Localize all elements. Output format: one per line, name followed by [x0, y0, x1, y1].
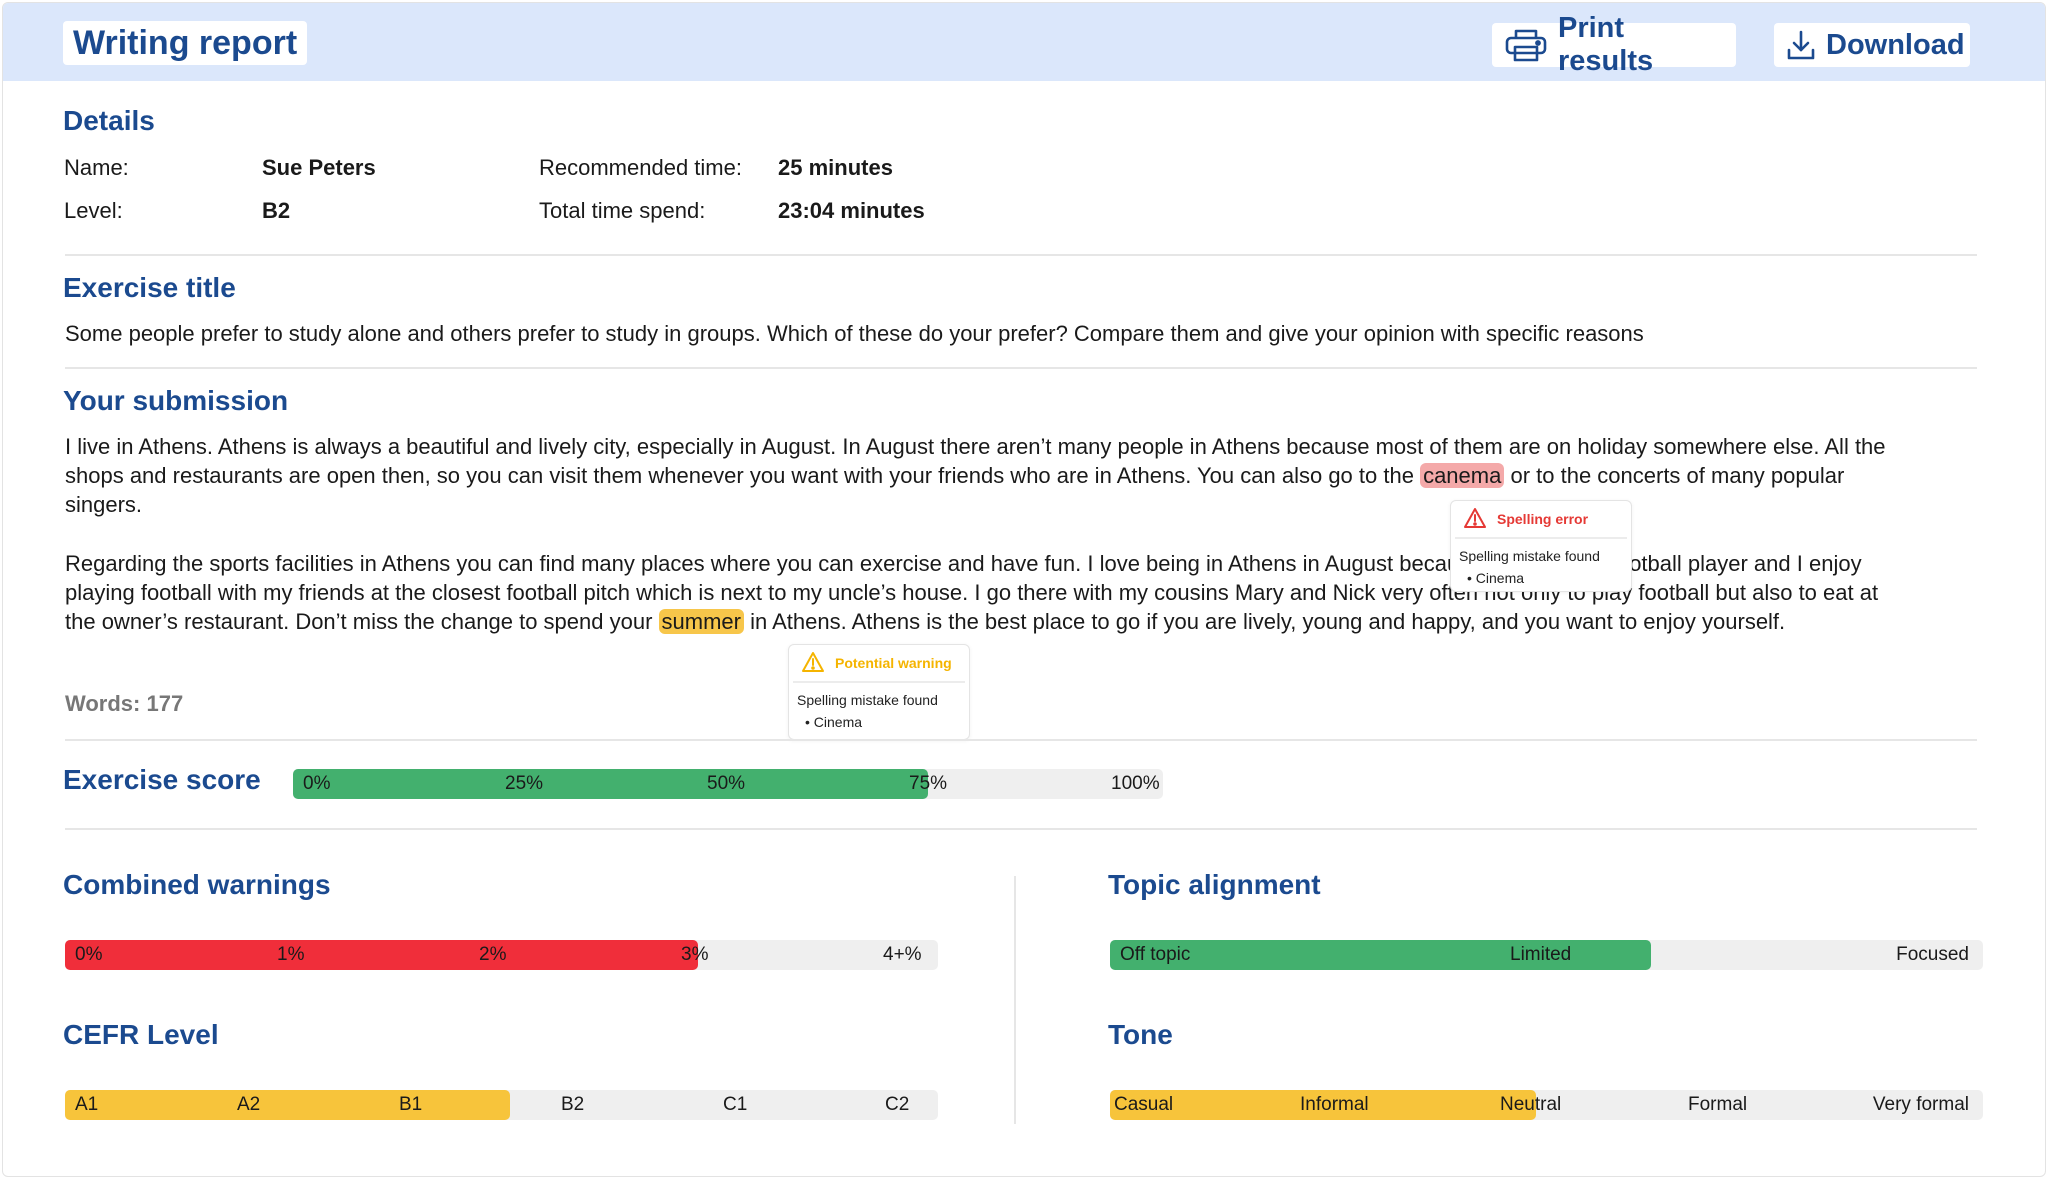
recommended-time-label: Recommended time:: [539, 155, 742, 180]
warnings-tick-label: 0%: [75, 944, 103, 965]
column-divider: [1014, 876, 1016, 1124]
cefr-bar-fill: [65, 1090, 510, 1120]
print-results-label: Print results: [1558, 12, 1654, 77]
cefr-tick-label: A1: [75, 1094, 99, 1115]
warnings-tick-label: 2%: [479, 944, 507, 965]
tone-heading: Tone: [1108, 1019, 1173, 1050]
total-time-label: Total time spend:: [539, 198, 706, 223]
submission-paragraph-1: I live in Athens. Athens is always a bea…: [65, 432, 1895, 519]
report-header: Writing report Print results D: [3, 3, 2045, 81]
tone-tick-label: Formal: [1688, 1094, 1748, 1115]
cefr-tick-label: A2: [237, 1094, 261, 1115]
level-value: B2: [262, 198, 291, 223]
tooltip-suggestion: • Cinema: [805, 714, 863, 730]
cefr-level-heading: CEFR Level: [63, 1019, 219, 1050]
tooltip-header: Spelling error: [1455, 501, 1627, 539]
warnings-bar-fill: [65, 940, 698, 970]
exercise-tick-label: 25%: [505, 773, 544, 794]
cefr-tick-label: C1: [723, 1094, 748, 1115]
tone-tick-label: Informal: [1300, 1094, 1369, 1115]
exercise-tick-label: 50%: [707, 773, 746, 794]
tone-tick-label: Neutral: [1500, 1094, 1562, 1115]
warning-triangle-icon: [1463, 507, 1487, 532]
divider: [65, 828, 1977, 830]
tooltip-suggestion: • Cinema: [1467, 570, 1525, 586]
warnings-tick-label: 3%: [681, 944, 709, 965]
exercise-tick-label: 75%: [909, 773, 948, 794]
exercise-title-heading: Exercise title: [63, 272, 236, 303]
topic-alignment-heading: Topic alignment: [1108, 869, 1321, 900]
tooltip-message: Spelling mistake found: [1459, 548, 1600, 564]
combined-warnings-bar: 0% 1% 2% 3% 4+%: [65, 940, 938, 970]
tooltip-header: Potential warning: [793, 645, 965, 683]
combined-warnings-heading: Combined warnings: [63, 869, 331, 900]
exercise-score-heading: Exercise score: [63, 764, 261, 795]
name-label: Name:: [64, 155, 129, 180]
topic-bar-fill: [1110, 940, 1651, 970]
submission-heading: Your submission: [63, 385, 289, 416]
download-label: Download: [1826, 28, 1965, 61]
exercise-tick-label: 100%: [1111, 773, 1160, 794]
exercise-bar-fill: [293, 769, 928, 799]
topic-alignment-bar: Off topic Limited Focused: [1110, 940, 1983, 970]
potential-warning-tooltip: Potential warning Spelling mistake found…: [788, 644, 970, 740]
submission-text: I live in Athens. Athens is always a bea…: [65, 434, 1886, 488]
details-heading: Details: [63, 105, 155, 136]
total-time-value: 23:04 minutes: [778, 198, 925, 223]
topic-tick-label: Limited: [1510, 944, 1572, 965]
tooltip-title: Potential warning: [835, 655, 952, 671]
exercise-title-text: Some people prefer to study alone and ot…: [65, 321, 1644, 346]
download-icon: [1786, 29, 1816, 61]
cefr-level-bar: A1 A2 B1 B2 C1 C2: [65, 1090, 938, 1120]
exercise-score-bar: 0% 25% 50% 75% 100%: [293, 769, 1163, 799]
tone-tick-label: Very formal: [1872, 1094, 1969, 1115]
tone-bar: Casual Informal Neutral Formal Very formal: [1110, 1090, 1983, 1120]
spelling-error-highlight[interactable]: canema: [1420, 463, 1505, 488]
page-title: Writing report: [63, 21, 308, 65]
exercise-tick-label: 0%: [303, 773, 331, 794]
tone-tick-label: Casual: [1114, 1094, 1174, 1115]
tone-bar-fill: [1110, 1090, 1536, 1120]
topic-tick-label: Off topic: [1120, 944, 1191, 965]
recommended-time-value: 25 minutes: [778, 155, 893, 180]
warning-triangle-icon: [801, 651, 825, 676]
tooltip-message: Spelling mistake found: [797, 692, 938, 708]
divider: [65, 367, 1977, 369]
spelling-error-tooltip: Spelling error Spelling mistake found • …: [1450, 500, 1632, 592]
topic-tick-label: Focused: [1896, 944, 1969, 965]
tooltip-body: Spelling mistake found • Cinema: [789, 683, 969, 739]
printer-icon: [1504, 28, 1548, 62]
cefr-tick-label: B1: [399, 1094, 423, 1115]
tooltip-body: Spelling mistake found • Cinema: [1451, 539, 1631, 595]
warnings-tick-label: 4+%: [883, 944, 922, 965]
submission-text: or to the concerts of many popular singe…: [65, 463, 1845, 517]
name-value: Sue Peters: [262, 155, 376, 180]
download-button[interactable]: Download: [1774, 23, 1970, 67]
divider: [65, 739, 1977, 741]
print-results-button[interactable]: Print results: [1492, 12, 1736, 77]
submission-text: in Athens. Athens is the best place to g…: [743, 609, 1786, 634]
cefr-tick-label: B2: [561, 1094, 585, 1115]
cefr-tick-label: C2: [885, 1094, 910, 1115]
tooltip-title: Spelling error: [1497, 511, 1589, 527]
potential-warning-highlight[interactable]: summer: [658, 609, 744, 634]
divider: [65, 254, 1977, 256]
word-count: Words: 177: [65, 691, 184, 716]
level-label: Level:: [64, 198, 123, 223]
warnings-tick-label: 1%: [277, 944, 305, 965]
